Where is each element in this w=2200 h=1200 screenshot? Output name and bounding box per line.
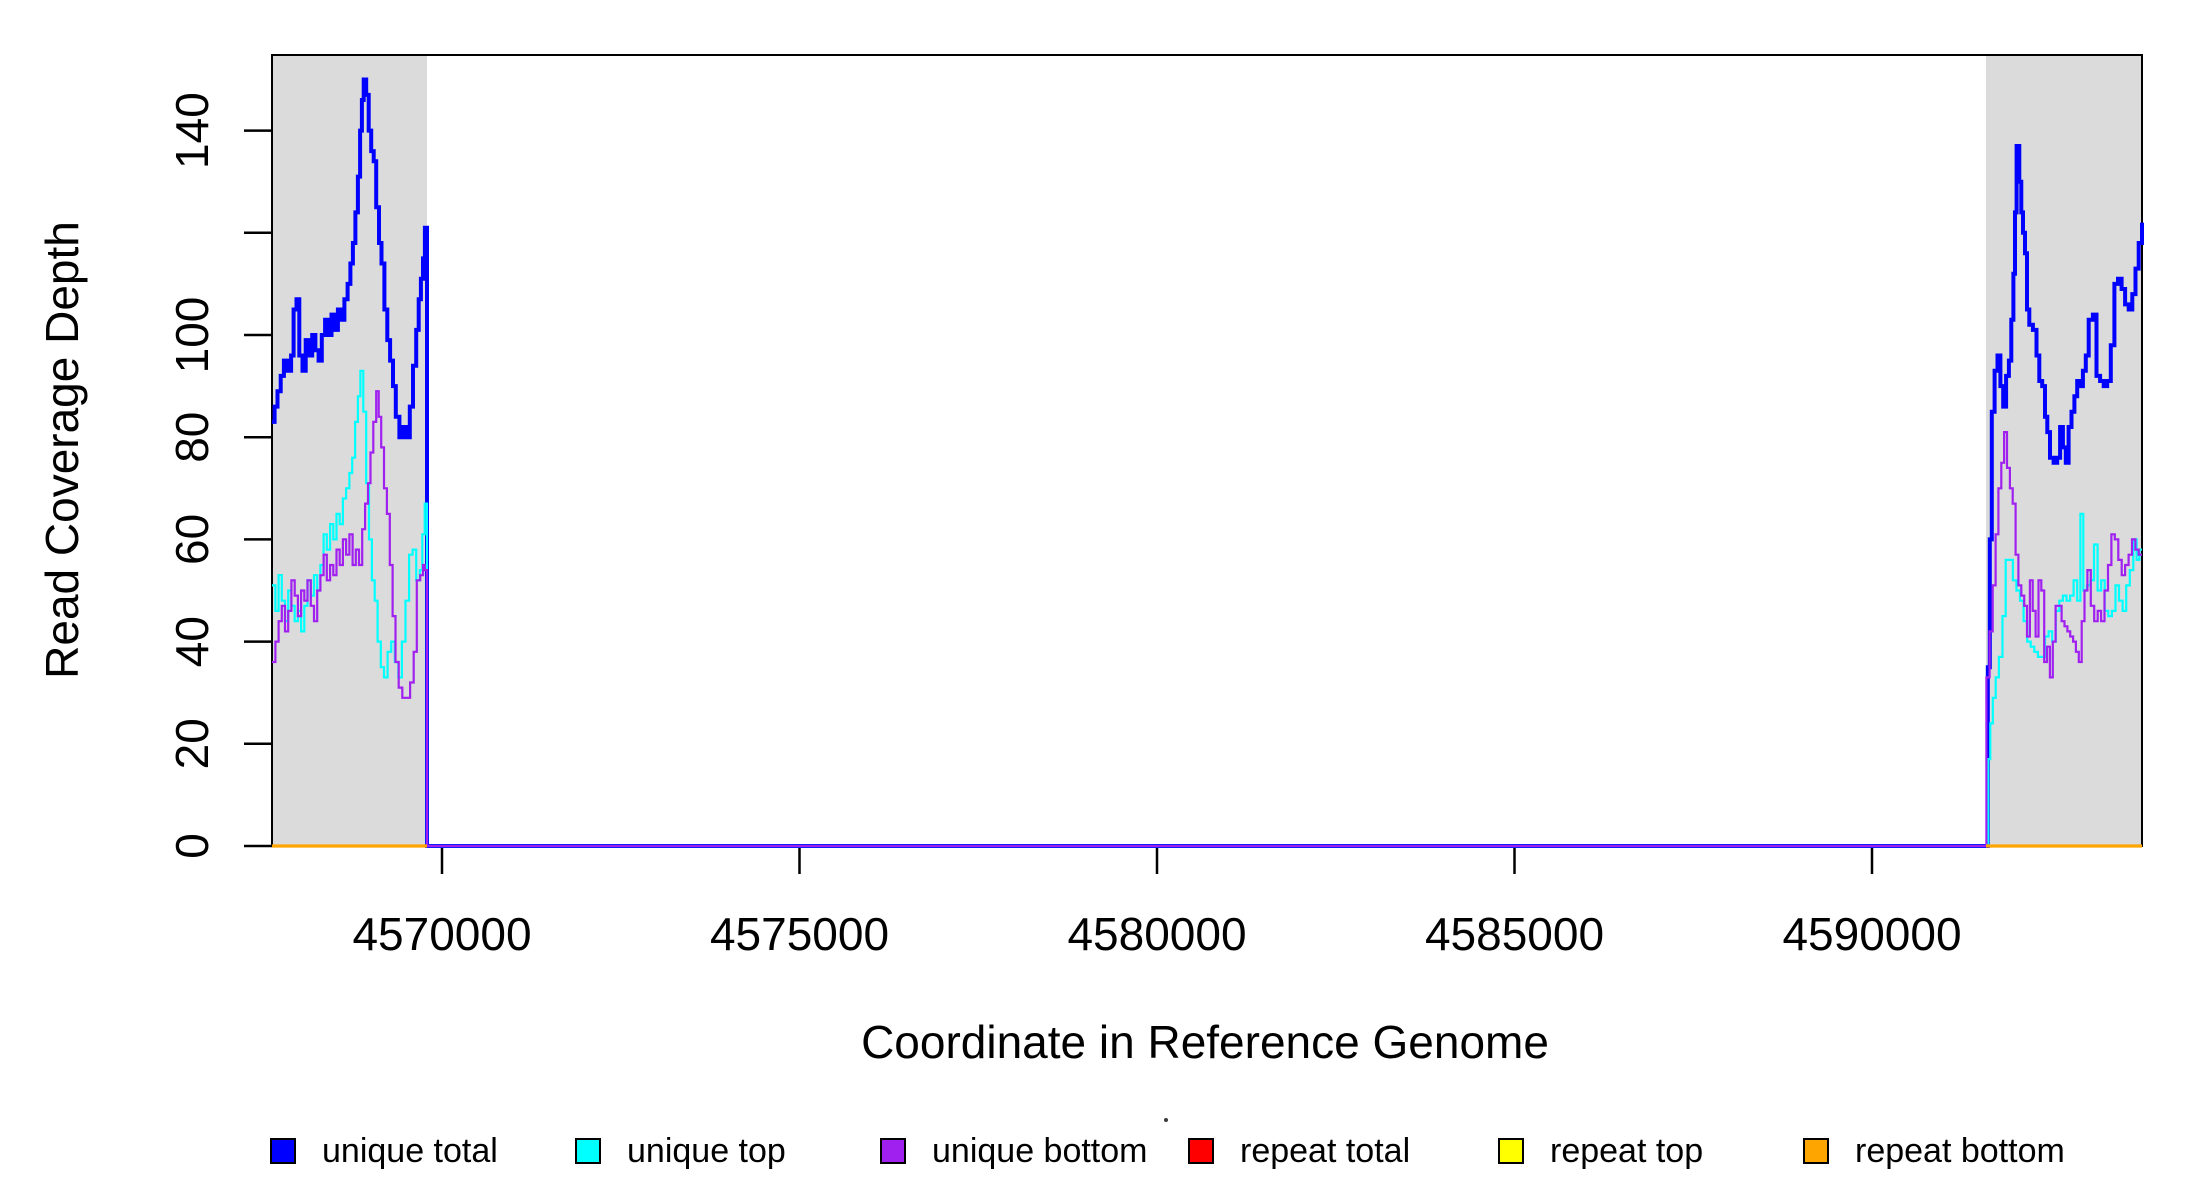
legend-item-unique-bottom: unique bottom xyxy=(880,1134,1148,1168)
legend-label: unique top xyxy=(627,1132,786,1170)
legend-label: repeat top xyxy=(1550,1132,1704,1170)
legend-swatch xyxy=(1188,1138,1214,1164)
y-tick-label: 80 xyxy=(166,412,218,463)
legend-swatch xyxy=(1803,1138,1829,1164)
legend-label: repeat total xyxy=(1240,1132,1411,1170)
x-tick-label: 4575000 xyxy=(710,908,889,960)
x-tick-label: 4580000 xyxy=(1067,908,1246,960)
plot-box xyxy=(271,54,2143,847)
y-tick-label: 0 xyxy=(166,833,218,859)
y-tick-label: 100 xyxy=(166,297,218,374)
y-axis-title: Read Coverage Depth xyxy=(36,221,88,679)
legend-item-repeat-bottom: repeat bottom xyxy=(1803,1134,2065,1168)
legend-swatch xyxy=(270,1138,296,1164)
y-tick-label: 40 xyxy=(166,616,218,667)
legend-item-repeat-top: repeat top xyxy=(1498,1134,1703,1168)
legend-swatch xyxy=(575,1138,601,1164)
legend-item-unique-total: unique total xyxy=(270,1134,498,1168)
series-lines xyxy=(272,77,2144,848)
x-axis-title: Coordinate in Reference Genome xyxy=(861,1016,1549,1068)
axes: 4570000 4575000 4580000 4585000 4590000 0 20 40… xyxy=(166,92,1962,960)
series-unique-total xyxy=(272,77,2144,848)
legend-swatch xyxy=(880,1138,906,1164)
legend-label: unique total xyxy=(322,1132,498,1170)
legend-label: unique bottom xyxy=(932,1132,1148,1170)
y-tick-label: 60 xyxy=(166,514,218,565)
x-tick-label: 4585000 xyxy=(1425,908,1604,960)
legend-item-unique-top: unique top xyxy=(575,1134,786,1168)
series-unique-top xyxy=(272,369,2142,848)
x-tick-label: 4570000 xyxy=(352,908,531,960)
legend-label: repeat bottom xyxy=(1855,1132,2065,1170)
left-assembled-region xyxy=(272,55,427,846)
x-tick-label: 4590000 xyxy=(1782,908,1961,960)
y-tick-label: 140 xyxy=(166,92,218,169)
y-tick-label: 20 xyxy=(166,718,218,769)
legend-item-repeat-total: repeat total xyxy=(1188,1134,1410,1168)
legend: unique total unique top unique bottom re… xyxy=(0,0,2200,1168)
legend-swatch xyxy=(1498,1138,1524,1164)
assembled-region-highlights xyxy=(272,55,2142,846)
series-unique-bottom xyxy=(272,390,2142,848)
stray-dot-artifact xyxy=(1164,1118,1168,1122)
